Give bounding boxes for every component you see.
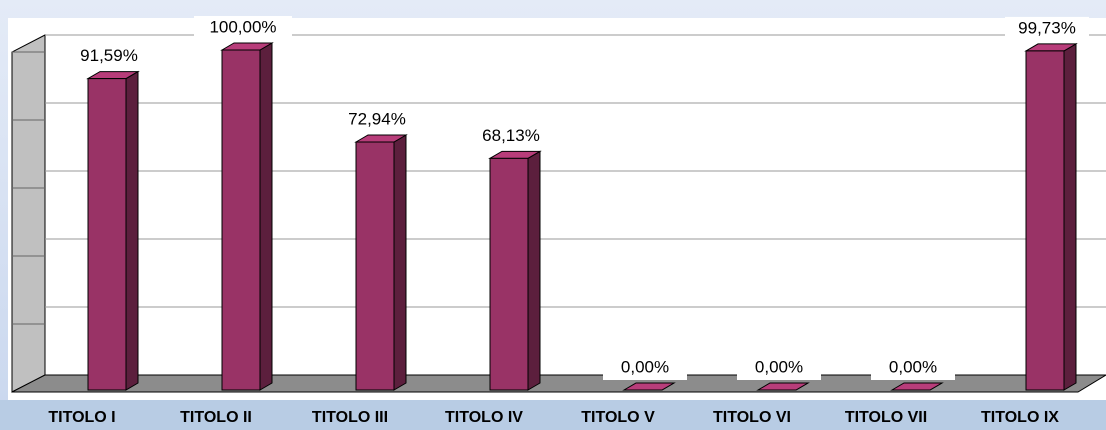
- value-label: 0,00%: [889, 357, 937, 376]
- value-label-box: [871, 356, 955, 380]
- x-tick-label: TITOLO II: [180, 409, 252, 426]
- value-label-box: [67, 44, 151, 69]
- bar: [489, 157, 529, 391]
- value-label-box: [469, 124, 553, 149]
- value-label-box: [1005, 16, 1089, 41]
- bar-top: [890, 382, 944, 391]
- x-tick-label: TITOLO VI: [713, 409, 791, 426]
- floor: [11, 374, 1106, 393]
- x-tick-label: TITOLO IV: [445, 409, 523, 426]
- value-label: 99,73%: [1018, 18, 1076, 37]
- value-label: 0,00%: [755, 357, 803, 376]
- x-tick-label: TITOLO I: [48, 409, 115, 426]
- value-label: 100,00%: [209, 17, 276, 36]
- bar-side: [393, 134, 407, 391]
- x-tick-label: TITOLO IX: [981, 409, 1059, 426]
- plot-area: [8, 18, 1106, 400]
- x-tick-label: TITOLO V: [581, 409, 655, 426]
- value-label-box: [603, 356, 687, 380]
- value-label: 0,00%: [621, 357, 669, 376]
- bar-side: [527, 150, 541, 391]
- value-label: 91,59%: [80, 46, 138, 65]
- bar-side: [125, 70, 139, 391]
- bar-side: [259, 42, 273, 391]
- bar: [1025, 50, 1065, 391]
- bar: [355, 141, 395, 391]
- x-tick-label: TITOLO VII: [845, 409, 927, 426]
- value-label: 68,13%: [482, 126, 540, 145]
- bar: [221, 49, 261, 391]
- category-band: [0, 400, 1106, 430]
- value-label-box: [737, 356, 821, 380]
- value-label: 72,94%: [348, 109, 406, 128]
- side-wall: [11, 34, 46, 393]
- bar: [87, 78, 127, 391]
- bar-top: [622, 382, 676, 391]
- value-label-box: [194, 16, 292, 40]
- value-label-box: [335, 108, 419, 133]
- bar-top: [756, 382, 810, 391]
- x-tick-label: TITOLO III: [312, 409, 388, 426]
- bar-side: [1063, 43, 1077, 391]
